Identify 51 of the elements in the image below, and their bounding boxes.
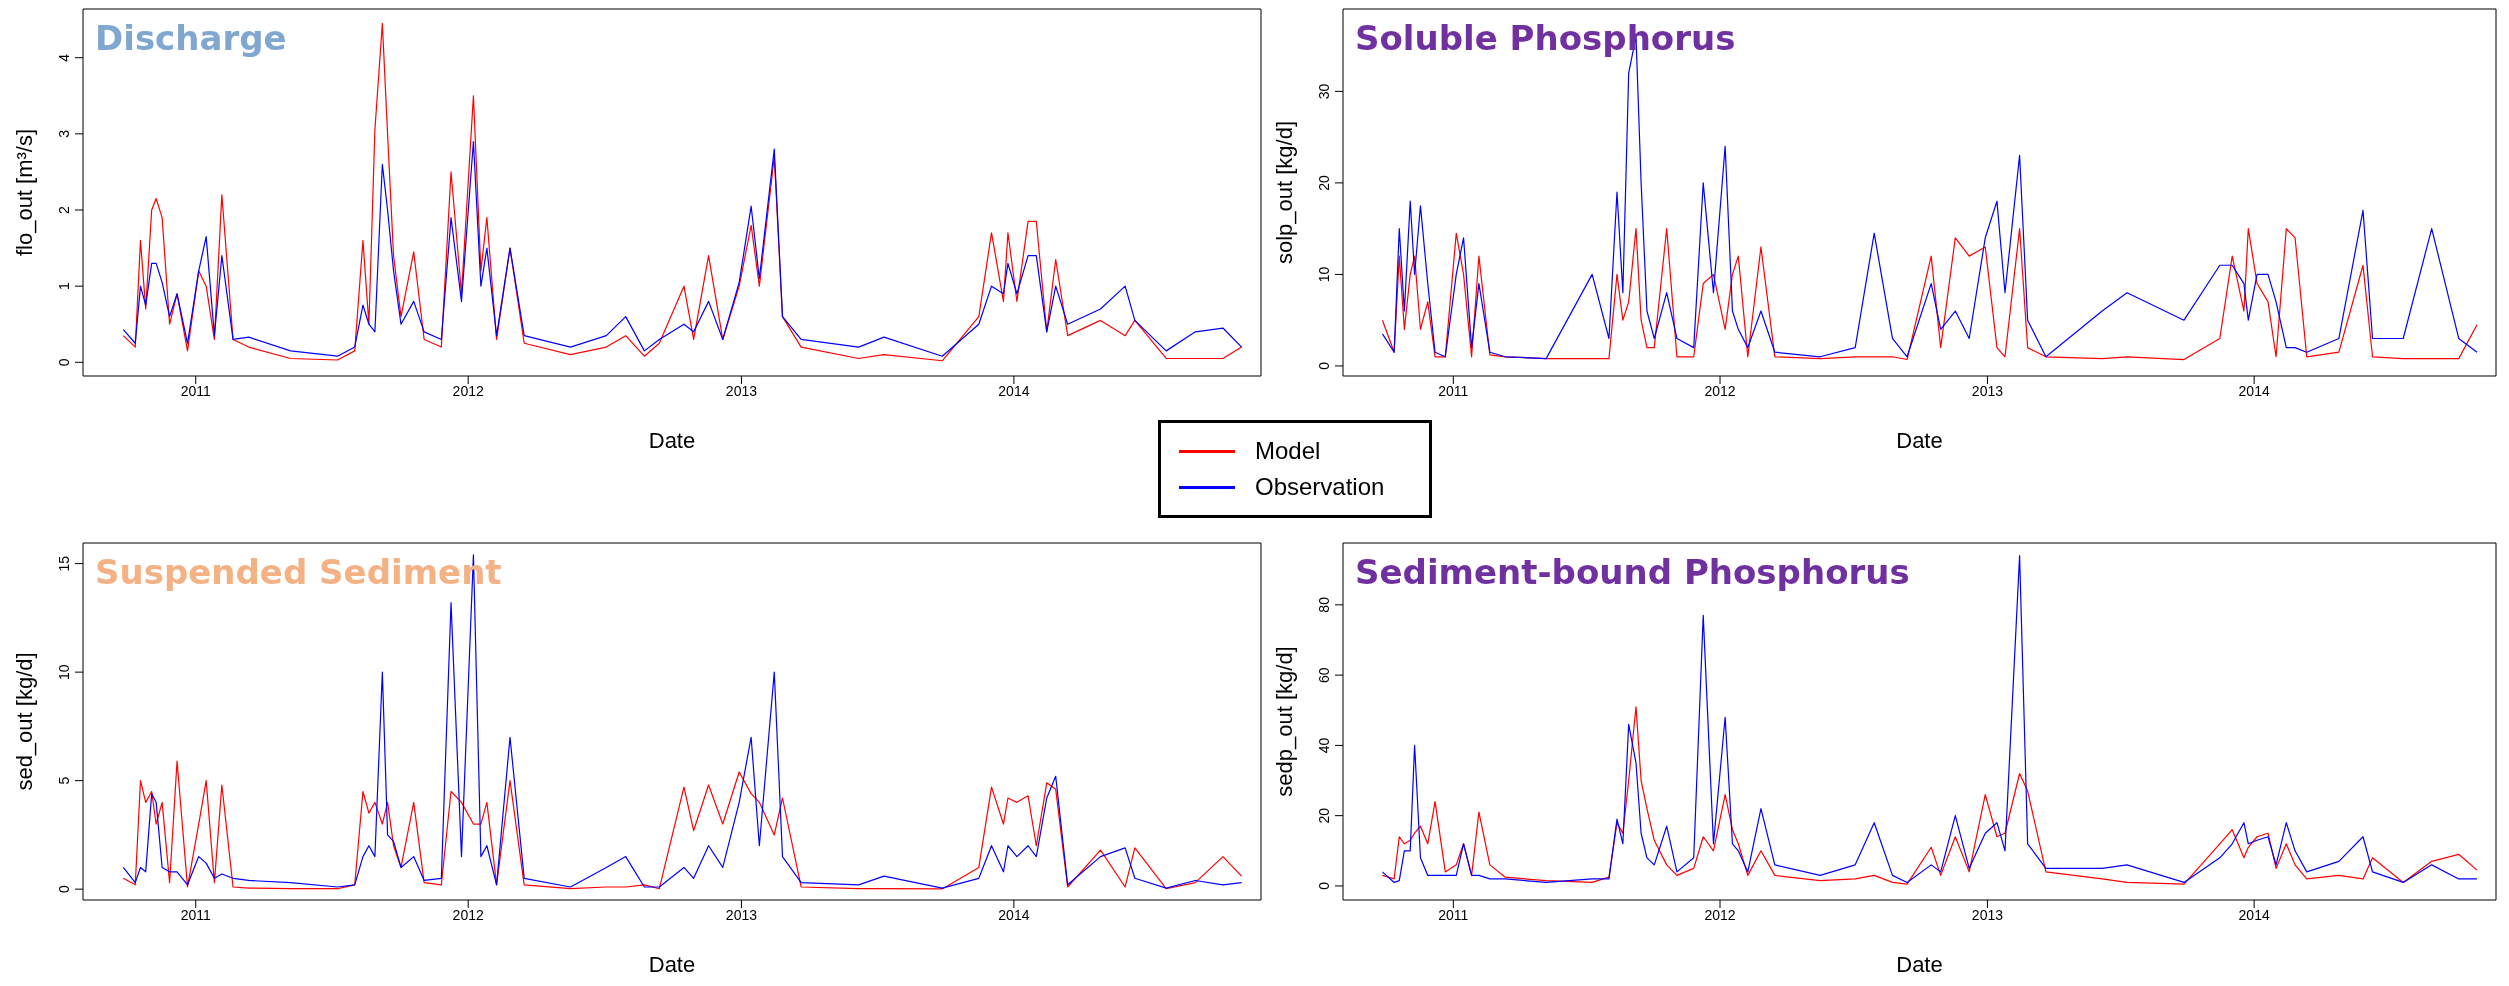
x-axis-title: Date xyxy=(648,428,696,453)
x-tick-label: 2014 xyxy=(2238,382,2270,399)
y-tick-label: 2 xyxy=(56,205,72,214)
y-tick-label: 60 xyxy=(1316,667,1332,683)
x-tick-label: 2012 xyxy=(452,906,484,923)
y-tick-label: 20 xyxy=(1316,174,1332,191)
line-series xyxy=(1381,228,2478,361)
y-tick-label: 10 xyxy=(56,664,72,680)
x-tick-label: 2014 xyxy=(998,382,1030,399)
x-tick-label: 2012 xyxy=(1704,906,1736,923)
x-tick-label: 2014 xyxy=(2238,906,2270,923)
x-tick-label: 2013 xyxy=(1971,906,2004,923)
y-axis-title: sedp_out [kg/d] xyxy=(1271,646,1297,797)
x-axis-title: Date xyxy=(1896,428,1943,453)
y-axis-title: sed_out [kg/d] xyxy=(11,652,37,791)
y-tick-label: 20 xyxy=(1316,807,1332,824)
y-tick-label: 30 xyxy=(1316,83,1332,100)
line-series xyxy=(122,760,1243,890)
y-tick-label: 3 xyxy=(56,129,72,138)
chart-title: Sediment-bound Phosphorus xyxy=(1355,552,1910,592)
x-tick-label: 2012 xyxy=(1704,382,1736,399)
y-tick-label: 4 xyxy=(56,53,72,62)
y-tick-label: 40 xyxy=(1316,737,1332,754)
y-axis-title: solp_out [kg/d] xyxy=(1271,120,1297,265)
y-tick-label: 0 xyxy=(56,885,72,894)
x-tick-label: 2011 xyxy=(1438,382,1469,399)
line-series xyxy=(1381,706,2478,885)
y-tick-label: 0 xyxy=(1316,361,1332,370)
x-tick-label: 2011 xyxy=(1438,906,1469,923)
chart-title: Discharge xyxy=(95,18,287,58)
x-tick-label: 2013 xyxy=(725,382,758,399)
y-tick-label: 0 xyxy=(56,358,72,367)
x-tick-label: 2013 xyxy=(1971,382,2004,399)
x-tick-label: 2011 xyxy=(180,382,211,399)
x-tick-label: 2014 xyxy=(998,906,1030,923)
y-tick-label: 80 xyxy=(1316,596,1332,613)
y-tick-label: 15 xyxy=(56,555,72,572)
legend-label: Model xyxy=(1255,437,1321,465)
x-axis-title: Date xyxy=(648,952,696,977)
x-tick-label: 2013 xyxy=(725,906,758,923)
y-tick-label: 0 xyxy=(1316,881,1332,890)
y-tick-label: 10 xyxy=(1316,266,1332,283)
chart-title: Soluble Phosphorus xyxy=(1355,18,1736,58)
y-axis-title: flo_out [m³/s] xyxy=(11,128,37,257)
x-axis-title: Date xyxy=(1896,952,1943,977)
line-series xyxy=(122,140,1243,357)
y-tick-label: 1 xyxy=(56,282,72,291)
y-tick-label: 5 xyxy=(56,776,72,785)
x-tick-label: 2011 xyxy=(180,906,211,923)
legend-label: Observation xyxy=(1255,473,1385,501)
x-tick-label: 2012 xyxy=(452,382,484,399)
